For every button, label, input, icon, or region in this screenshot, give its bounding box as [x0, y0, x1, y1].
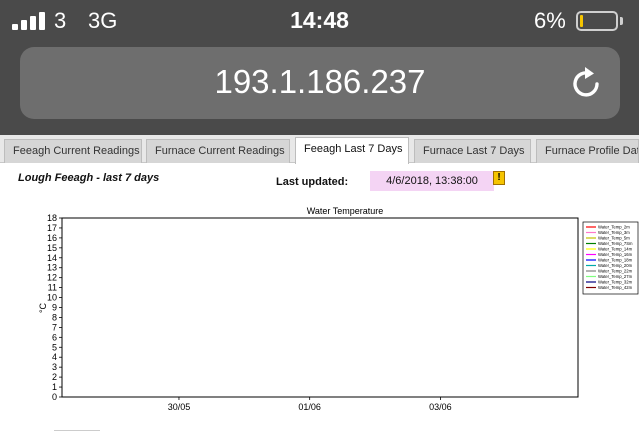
- y-tick-label: 13: [47, 263, 57, 273]
- y-tick-label: 4: [52, 352, 57, 362]
- legend-label: Water_Temp_16m: [598, 252, 633, 257]
- y-tick-label: 1: [52, 382, 57, 392]
- y-tick-label: 7: [52, 322, 57, 332]
- address-bar[interactable]: 193.1.186.237: [20, 47, 620, 119]
- y-axis-label: °C: [38, 302, 48, 313]
- page-title: Lough Feeagh - last 7 days: [18, 172, 160, 184]
- battery-icon: [576, 11, 618, 31]
- legend-label: Water_Temp_18m: [598, 258, 633, 263]
- y-tick-label: 5: [52, 342, 57, 352]
- battery-percent: 6%: [534, 8, 566, 33]
- y-tick-label: 10: [47, 293, 57, 303]
- tab-furnace-last-7-days[interactable]: Furnace Last 7 Days: [414, 139, 531, 163]
- y-tick-label: 17: [47, 223, 57, 233]
- last-updated-value: 4/6/2018, 13:38:00: [370, 171, 494, 191]
- divider: [54, 430, 100, 431]
- legend-label: Water_Temp_27m: [598, 274, 633, 279]
- status-time: 14:48: [290, 7, 349, 33]
- y-tick-label: 11: [48, 283, 57, 293]
- y-tick-label: 14: [47, 253, 57, 263]
- tab-furnace-current[interactable]: Furnace Current Readings: [146, 139, 290, 163]
- legend-label: Water_Temp_5m: [598, 236, 630, 241]
- y-tick-label: 0: [52, 392, 57, 402]
- legend-label: Water_Temp_32m: [598, 280, 633, 285]
- browser-toolbar: 193.1.186.237: [0, 40, 639, 135]
- x-tick-label: 30/05: [168, 402, 191, 412]
- y-tick-label: 3: [52, 362, 57, 372]
- water-temperature-chart: Water Temperature °C 0 1 2 3 4 5 6 7 8 9 10 11 12 13 1…: [0, 198, 639, 435]
- y-tick-label: 6: [52, 332, 57, 342]
- last-updated-label: Last updated:: [276, 176, 349, 188]
- plot-frame: [61, 217, 579, 398]
- x-tick-label: 01/06: [298, 402, 321, 412]
- legend-label: Water_Temp_20m: [598, 263, 633, 268]
- battery-tip: [620, 17, 623, 25]
- y-tick-label: 12: [47, 273, 57, 283]
- chart-svg: Water Temperature °C 0123456789101112131…: [38, 206, 639, 412]
- legend-label: Water_Temp_2m: [598, 225, 630, 230]
- x-tick-label: 03/06: [429, 402, 452, 412]
- legend-label: Water_Temp_14m: [598, 247, 633, 252]
- y-tick-label: 18: [47, 213, 57, 223]
- tab-furnace-profile[interactable]: Furnace Profile Data: [536, 139, 639, 163]
- y-tick-label: 2: [52, 372, 57, 382]
- tab-feeagh-last-7-days[interactable]: Feeagh Last 7 Days: [295, 137, 409, 164]
- legend-label: Water_Temp_7Sm: [598, 241, 633, 246]
- y-tick-label: 16: [47, 233, 57, 243]
- legend-label: Water_Temp_42m: [598, 285, 633, 290]
- status-bar: 3 3G 14:48 6%: [0, 0, 639, 40]
- y-tick-label: 8: [52, 312, 57, 322]
- url-text[interactable]: 193.1.186.237: [214, 63, 426, 100]
- chart-title: Water Temperature: [307, 206, 384, 216]
- legend-label: Water_Temp_22m: [598, 269, 633, 274]
- carrier-label: 3: [54, 8, 67, 33]
- network-type: 3G: [88, 8, 118, 33]
- tab-bar: Feeagh Current Readings Furnace Current …: [0, 135, 639, 164]
- y-tick-label: 15: [47, 243, 57, 253]
- legend-label: Water_Temp_3m: [598, 230, 630, 235]
- tab-feeagh-current[interactable]: Feeagh Current Readings: [4, 139, 142, 163]
- reload-icon[interactable]: [568, 65, 604, 101]
- signal-strength-icon: [12, 12, 52, 30]
- alert-icon[interactable]: !: [493, 171, 505, 185]
- y-tick-label: 9: [52, 303, 57, 313]
